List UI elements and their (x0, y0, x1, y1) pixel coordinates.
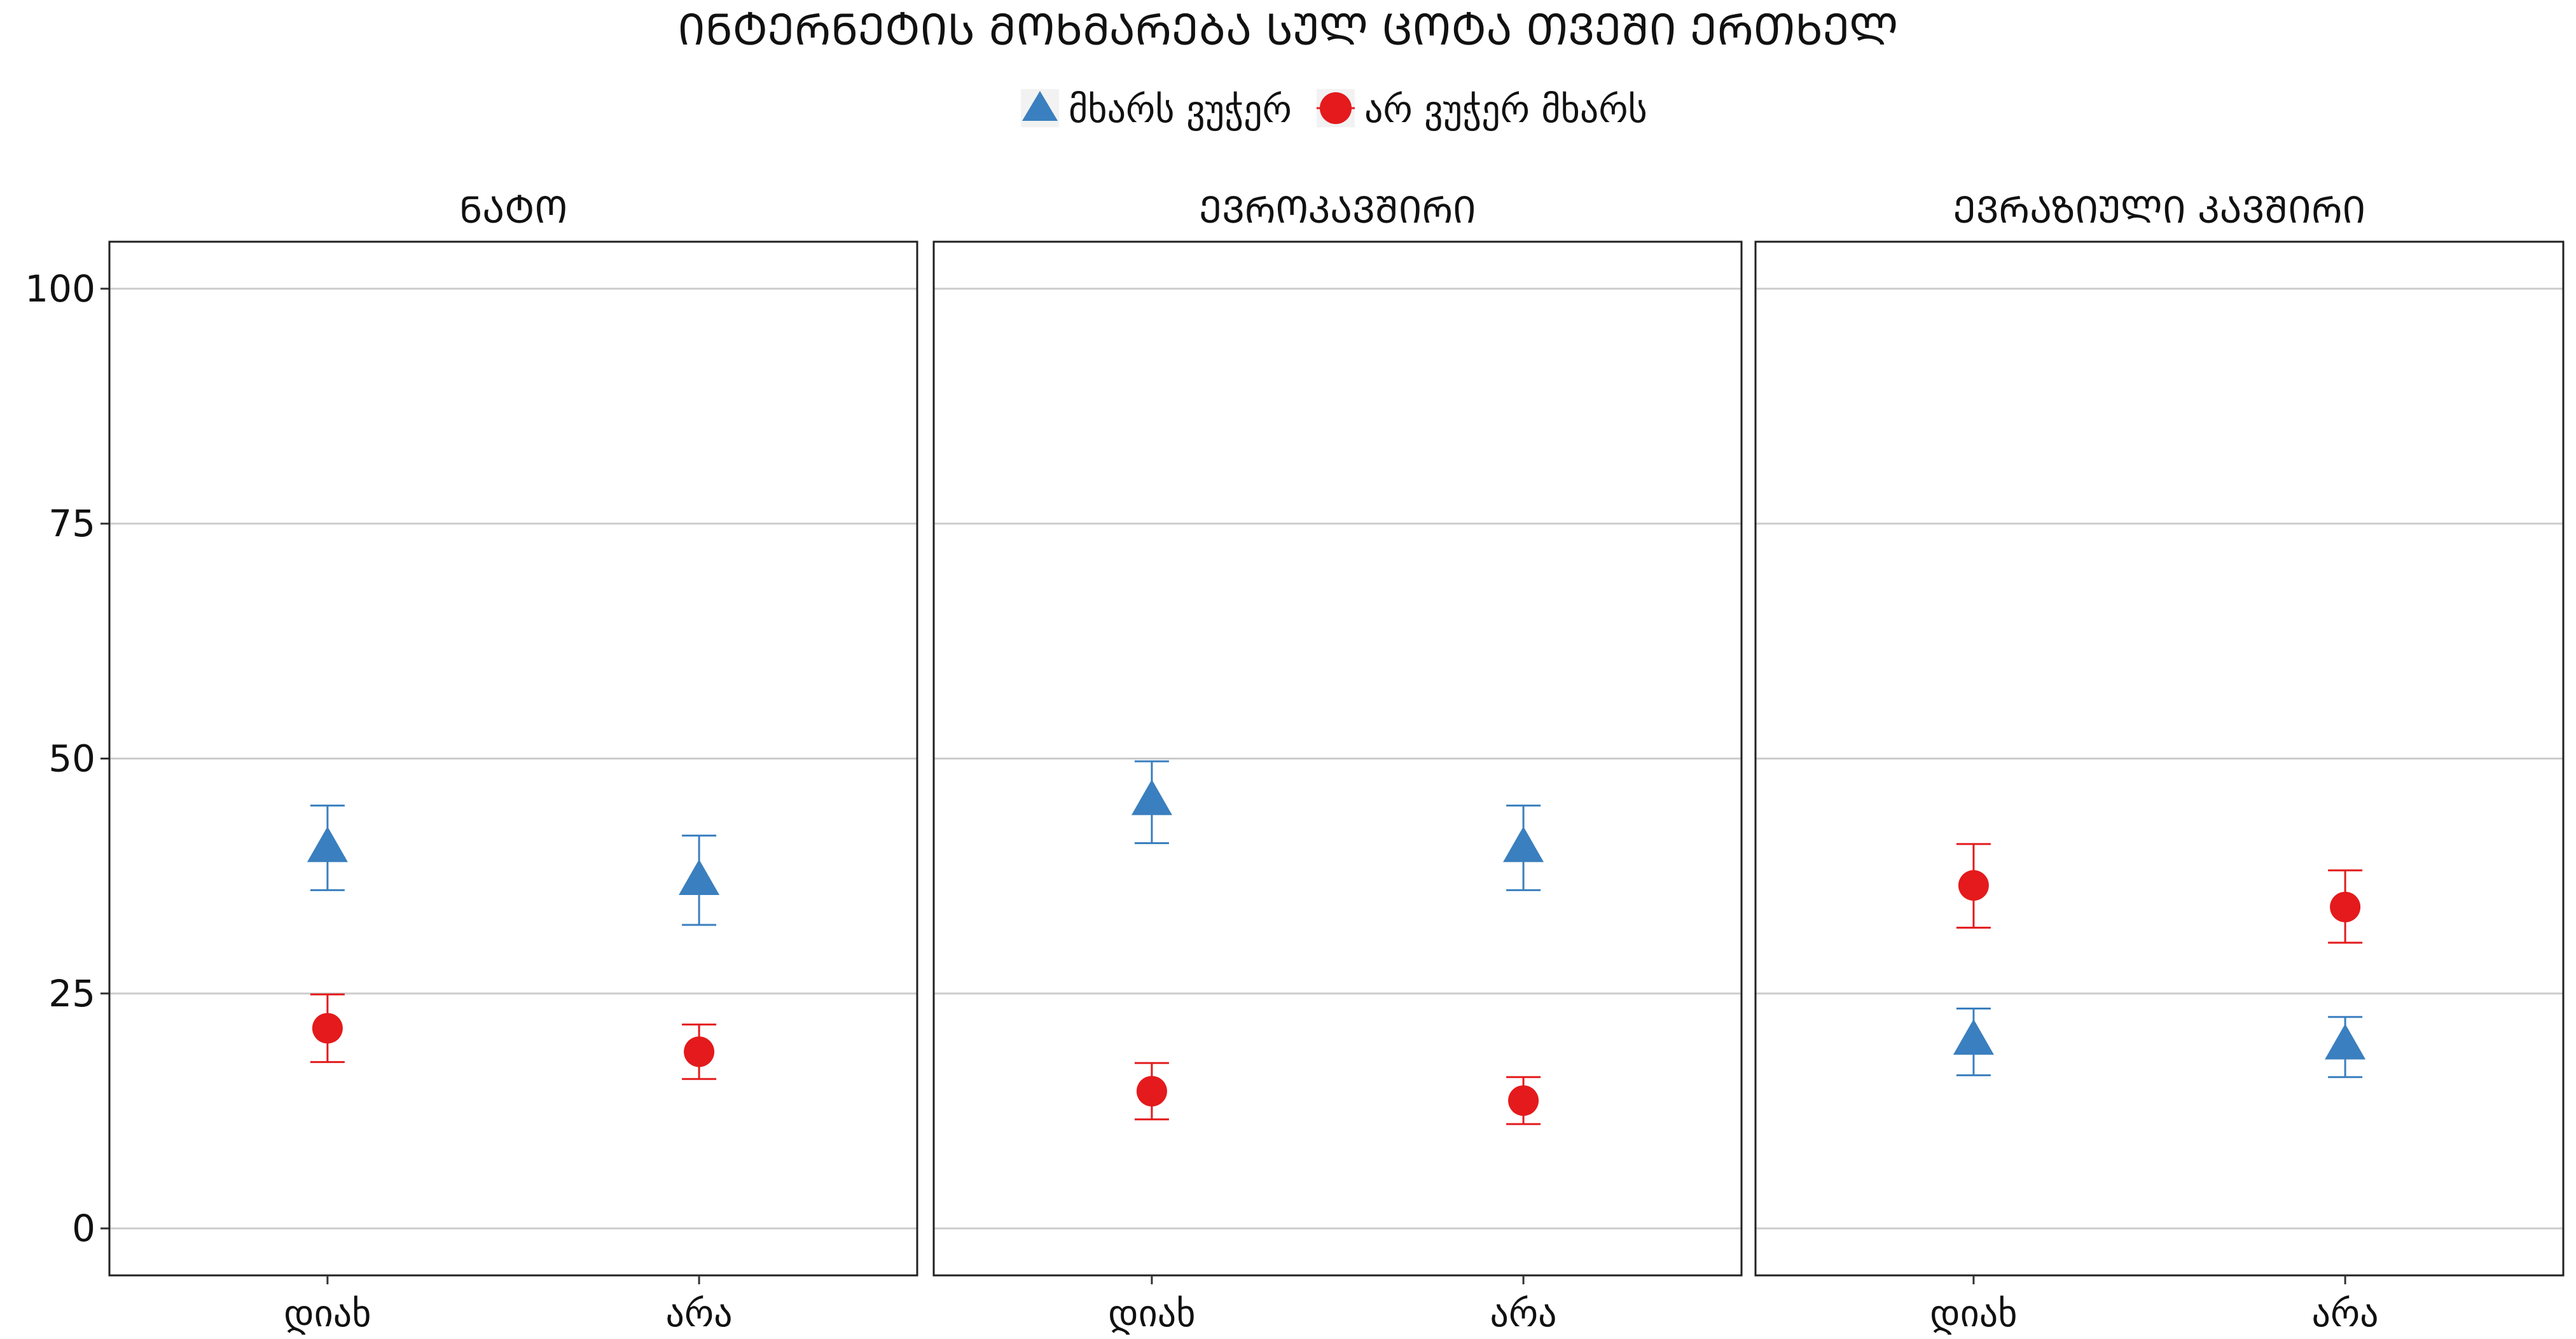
data-point-circle (1508, 1085, 1539, 1116)
x-tick-label: არა (2312, 1292, 2379, 1335)
data-point-circle (312, 1013, 343, 1044)
facet-label: ᲔᲕᲠᲐᲖᲘᲣᲚᲘ ᲙᲐᲕᲨᲘᲠᲘ (1953, 188, 2366, 232)
y-tick-label: 75 (48, 502, 95, 545)
facet-label: ᲔᲕᲠᲝᲙᲐᲕᲨᲘᲠᲘ (1199, 188, 1476, 232)
panel-border (1754, 240, 2565, 1277)
y-axis: 0 25 50 75 100 (25, 267, 109, 1250)
data-point-triangle (1503, 826, 1544, 863)
data-point-triangle (679, 859, 720, 895)
x-tick-label: დიახ (284, 1292, 371, 1335)
data-point-triangle (1131, 779, 1172, 815)
panel-border (108, 240, 918, 1277)
facet-panel: ᲔᲕᲠᲐᲖᲘᲣᲚᲘ ᲙᲐᲕᲨᲘᲠᲘ დიახ არა (1754, 188, 2565, 1335)
data-point-circle (1136, 1076, 1167, 1107)
data-point-circle (2330, 891, 2361, 922)
data-point-triangle (1953, 1019, 1994, 1055)
facet-label: ᲜᲐᲢᲝ (459, 188, 568, 232)
chart-title: ᲘᲜᲢᲔᲠᲜᲔᲢᲘᲡ ᲛᲝᲮᲛᲐᲠᲔᲑᲐ ᲡᲣᲚ ᲪᲝᲢᲐ ᲗᲕᲔᲨᲘ ᲔᲠᲗᲮ… (677, 5, 1898, 55)
legend: მხარს ვუჭერ არ ვუჭერ მხარს (1021, 88, 1647, 131)
facet-panel: ᲜᲐᲢᲝ დიახ არა (108, 188, 918, 1335)
facet-panel: ᲔᲕᲠᲝᲙᲐᲕᲨᲘᲠᲘ დიახ არა (932, 188, 1743, 1335)
legend-item-not-supports: არ ვუჭერ მხარს (1317, 88, 1647, 131)
data-point-triangle (307, 826, 348, 863)
y-tick-label: 25 (48, 972, 95, 1015)
x-tick-label: დიახ (1108, 1292, 1195, 1335)
legend-label-not-supports: არ ვუჭერ მხარს (1364, 88, 1647, 131)
data-point-circle (1958, 870, 1989, 901)
y-tick-label: 100 (25, 267, 95, 310)
legend-label-supports: მხარს ვუჭერ (1069, 88, 1292, 131)
data-point-circle (684, 1036, 715, 1067)
legend-triangle-icon (1022, 91, 1058, 121)
x-tick-label: დიახ (1930, 1292, 2017, 1335)
x-tick-label: არა (666, 1292, 733, 1335)
x-tick-label: არა (1490, 1292, 1557, 1335)
y-tick-label: 0 (72, 1207, 95, 1250)
data-point-triangle (2325, 1023, 2366, 1060)
y-tick-label: 50 (48, 737, 95, 781)
panel-border (932, 240, 1743, 1277)
legend-item-supports: მხარს ვუჭერ (1021, 88, 1292, 131)
legend-circle-icon (1320, 92, 1352, 124)
